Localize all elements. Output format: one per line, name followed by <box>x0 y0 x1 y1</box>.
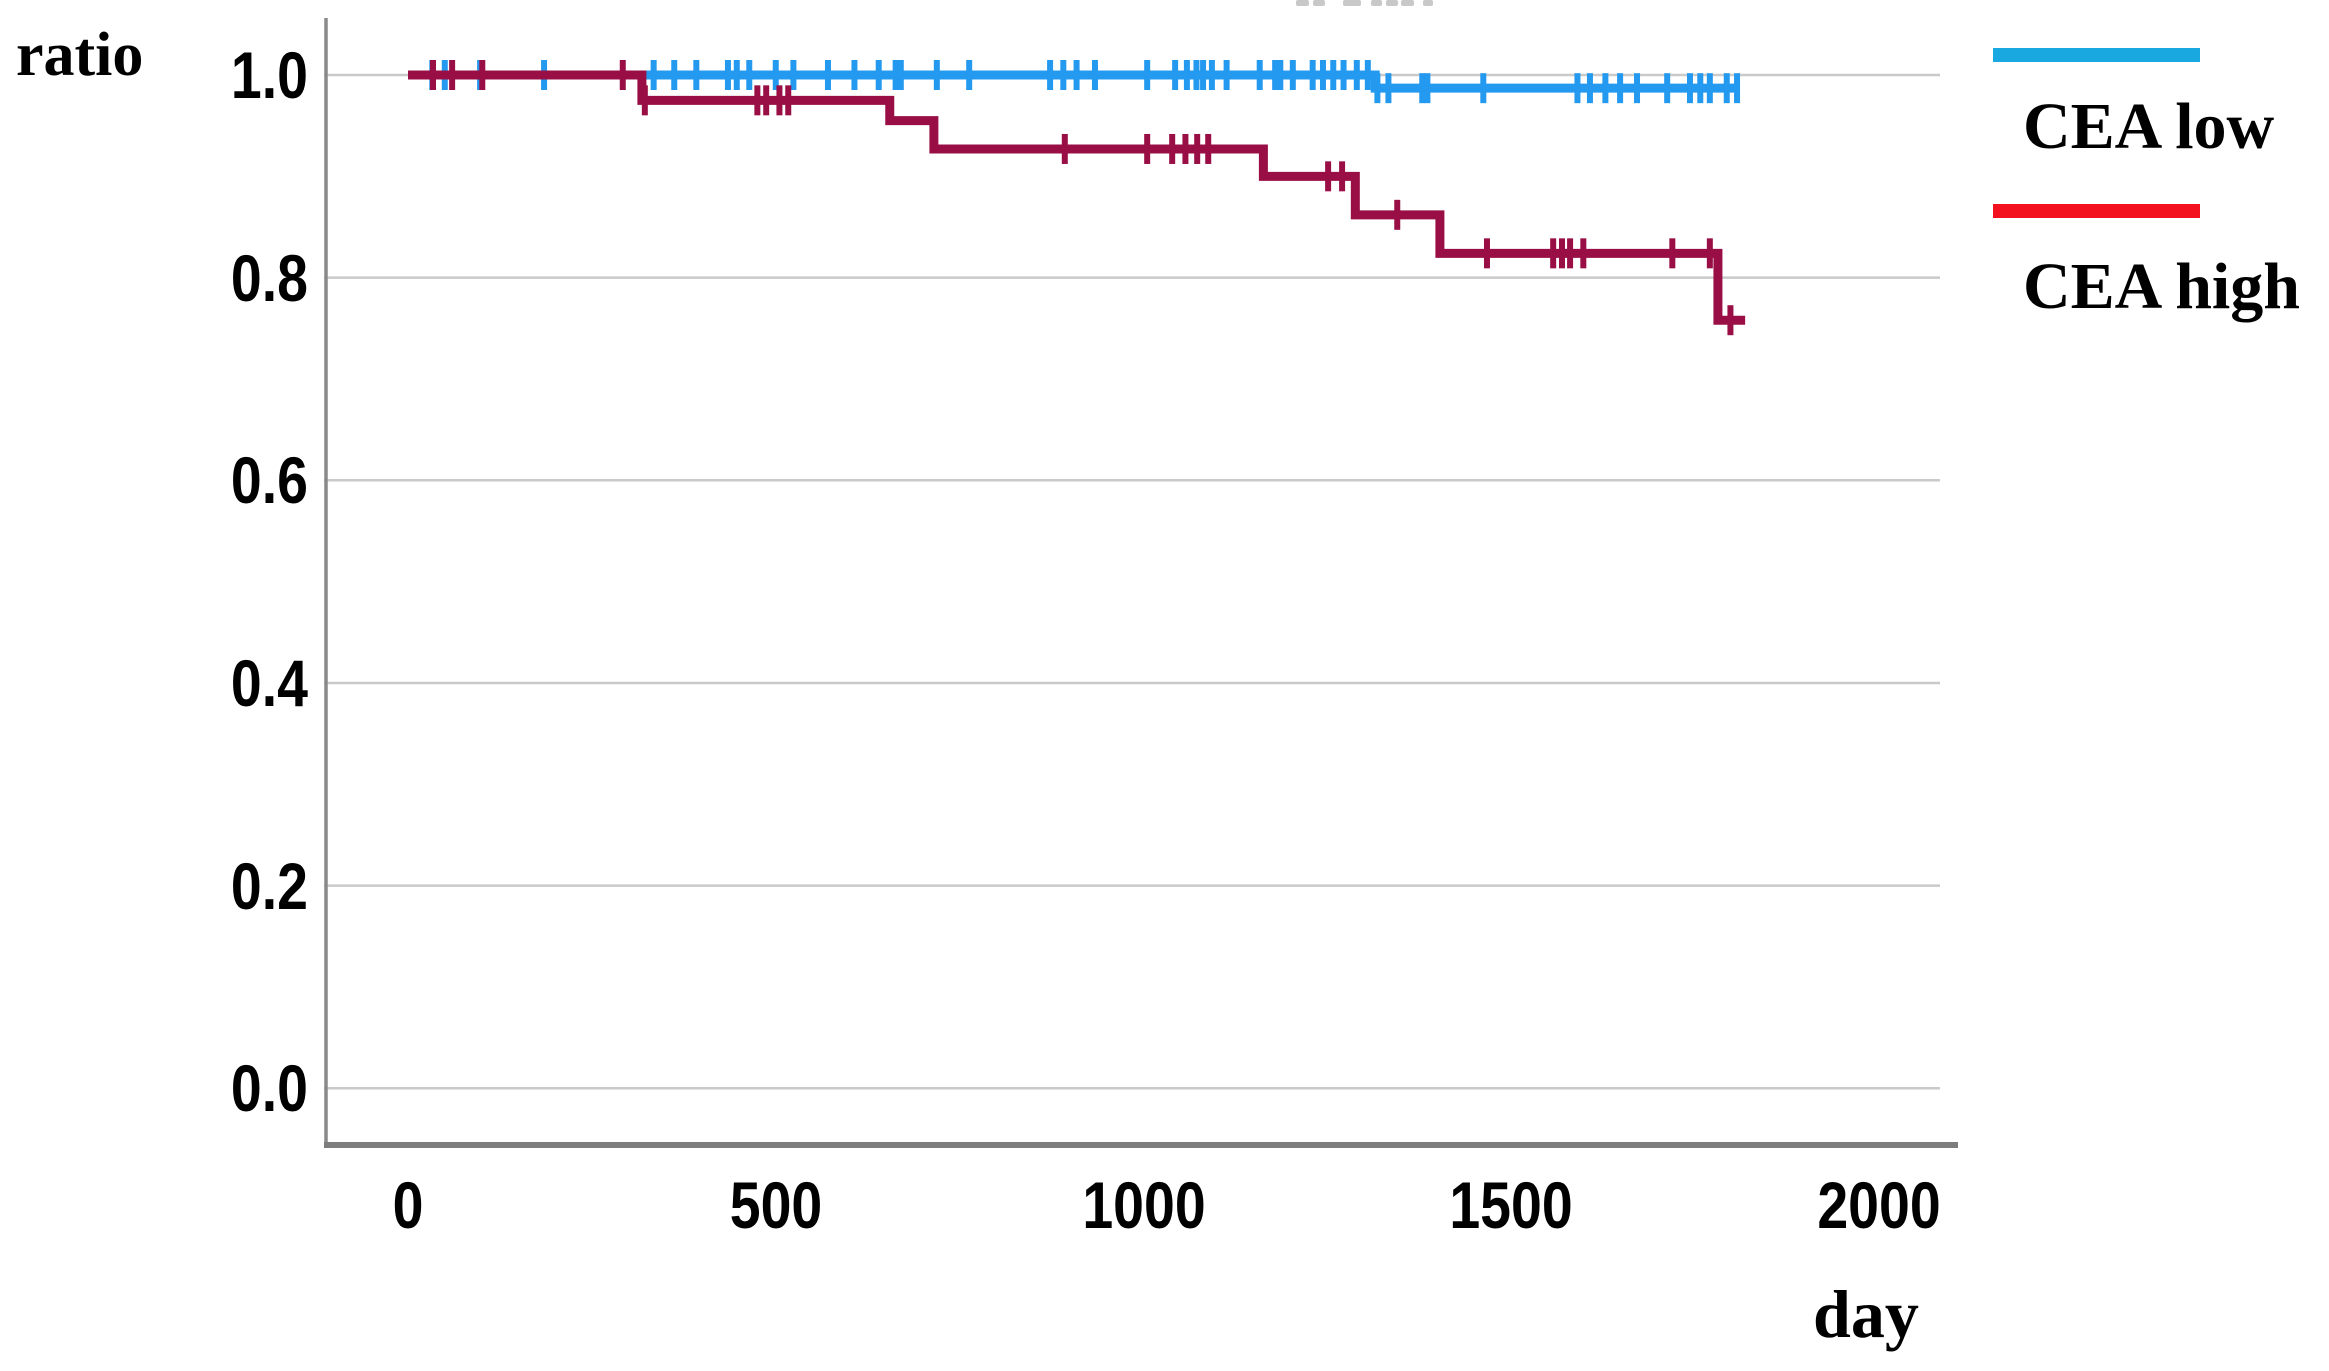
x-tick-label-1000: 1000 <box>1081 1168 1206 1242</box>
x-tick-label-2000: 2000 <box>1817 1168 1941 1242</box>
x-axis-title: day <box>1813 1276 1919 1352</box>
y-tick-label-0.2: 0.2 <box>230 848 308 923</box>
legend-label-cea-high: CEA high <box>2023 250 2300 323</box>
y-tick-label-0.8: 0.8 <box>230 240 308 315</box>
y-axis-title: ratio <box>16 21 144 89</box>
cropped-top-text-fragment <box>1290 0 1440 8</box>
legend-label-cea-low: CEA low <box>2023 90 2275 163</box>
y-tick-label-0.4: 0.4 <box>230 645 308 720</box>
x-tick-label-0: 0 <box>392 1168 424 1242</box>
legend-swatch-cea-low-line <box>1993 48 2200 62</box>
legend-swatch-cea-high-line <box>1993 204 2200 218</box>
y-tick-label-1.0: 1.0 <box>230 38 308 112</box>
y-tick-label-0.0: 0.0 <box>230 1051 308 1126</box>
y-tick-label-0.6: 0.6 <box>230 443 308 518</box>
chart-legend: CEA low CEA high <box>1993 0 2329 340</box>
x-tick-label-500: 500 <box>729 1168 823 1242</box>
x-tick-label-1500: 1500 <box>1449 1168 1573 1242</box>
